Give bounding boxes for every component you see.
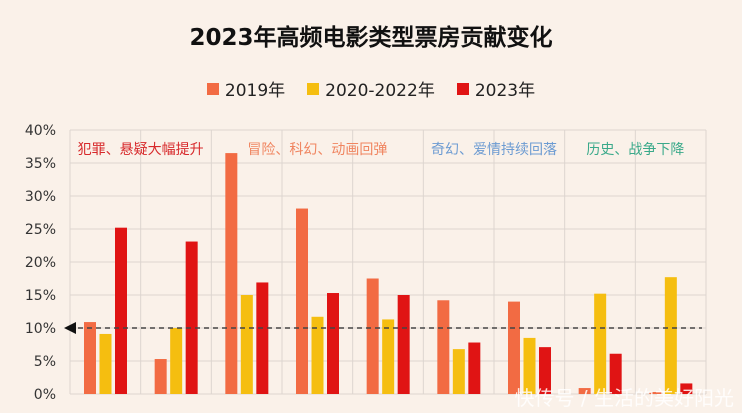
bar-2023年-group-3 — [256, 282, 269, 394]
bar-2020-2022年-group-1 — [99, 333, 112, 394]
y-tick-label: 15% — [25, 288, 56, 304]
y-tick-label: 20% — [25, 255, 56, 271]
bar-2020-2022年-group-8 — [594, 293, 607, 394]
bar-2019年-group-6 — [437, 300, 450, 394]
bar-2023年-group-4 — [327, 293, 339, 394]
bar-2020-2022年-group-3 — [240, 295, 253, 394]
y-tick-label: 35% — [25, 156, 56, 172]
legend-item-2019: 2019年 — [206, 76, 286, 101]
legend-swatch — [307, 82, 320, 95]
y-tick-label: 5% — [34, 354, 56, 370]
bar-2020-2022年-group-9 — [664, 277, 677, 394]
y-tick-label: 0% — [34, 387, 56, 403]
bar-2019年-group-3 — [225, 153, 238, 394]
bar-2019年-group-5 — [366, 278, 379, 394]
bar-2023年-group-5 — [397, 295, 410, 394]
y-tick-label: 25% — [25, 222, 56, 238]
y-tick-label: 10% — [25, 321, 56, 337]
legend-swatch — [456, 82, 469, 95]
legend: 2019年 2020-2022年 2023年 — [0, 76, 742, 101]
bar-2019年-group-2 — [154, 359, 167, 394]
annotation-2: 冒险、科幻、动画回弹 — [247, 142, 387, 158]
legend-swatch — [206, 82, 219, 95]
bar-2023年-group-2 — [185, 241, 198, 394]
annotation-3: 奇幻、爱情持续回落 — [431, 141, 557, 158]
bar-2023年-group-8 — [609, 353, 622, 394]
bar-2020-2022年-group-4 — [311, 316, 324, 394]
legend-label: 2023年 — [474, 81, 536, 101]
bar-2023年-group-7 — [539, 347, 551, 394]
bar-2023年-group-6 — [468, 342, 481, 394]
bar-2019年-group-7 — [508, 301, 520, 394]
bar-2020-2022年-group-7 — [523, 337, 536, 394]
bar-2019年-group-4 — [296, 208, 308, 394]
annotation-1: 犯罪、悬疑大幅提升 — [78, 142, 204, 158]
bar-2019年-group-9 — [649, 392, 662, 394]
legend-label: 2019年 — [224, 81, 286, 101]
y-tick-label: 30% — [25, 189, 56, 205]
watermark: 快传号 / 生活的美好阳光 — [514, 386, 734, 410]
bar-2019年-group-1 — [84, 322, 96, 394]
bar-2019年-group-8 — [578, 388, 591, 394]
chart-title: 2023年高频电影类型票房贡献变化 — [189, 25, 553, 51]
annotation-4: 历史、战争下降 — [586, 142, 684, 158]
y-tick-label: 40% — [25, 123, 56, 139]
legend-item-2023: 2023年 — [456, 76, 536, 101]
reference-arrow-icon — [64, 322, 76, 334]
bar-2023年-group-1 — [115, 227, 127, 394]
bar-2020-2022年-group-2 — [170, 328, 183, 394]
bar-2020-2022年-group-5 — [382, 319, 395, 394]
bar-2023年-group-9 — [680, 383, 693, 394]
legend-label: 2020-2022年 — [325, 81, 435, 101]
bar-2020-2022年-group-6 — [452, 349, 465, 394]
legend-item-2020-2022: 2020-2022年 — [307, 76, 435, 101]
